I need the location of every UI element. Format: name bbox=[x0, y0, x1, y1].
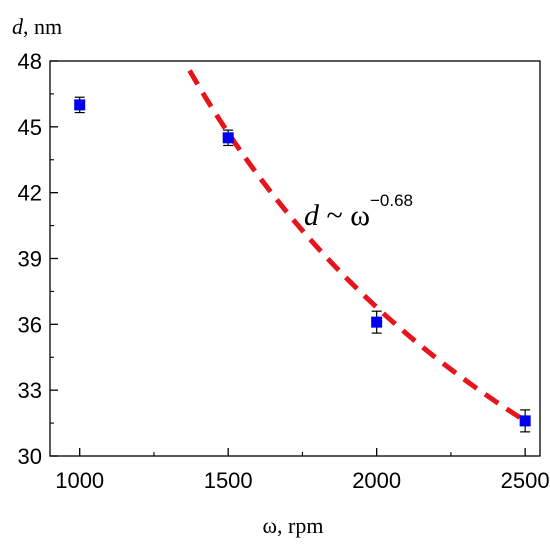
y-tick-label: 36 bbox=[18, 312, 42, 337]
data-point bbox=[222, 132, 234, 144]
y-tick-label: 42 bbox=[18, 181, 42, 206]
y-tick-label: 45 bbox=[18, 115, 42, 140]
fit-annotation-relation: ~ ω bbox=[319, 199, 370, 232]
y-tick-label: 48 bbox=[18, 49, 42, 74]
data-point bbox=[74, 99, 86, 111]
y-axis-title-unit: , nm bbox=[23, 14, 62, 39]
fit-line bbox=[187, 69, 527, 423]
y-tick-label: 33 bbox=[18, 378, 42, 403]
x-tick-label: 2500 bbox=[501, 468, 550, 493]
plot-frame bbox=[49, 60, 541, 457]
y-axis-title: d, nm bbox=[12, 14, 62, 39]
x-tick-label: 1500 bbox=[204, 468, 253, 493]
x-axis-title-var: ω bbox=[263, 513, 277, 538]
labels: d, nm ω, rpm d ~ ω−0.68 bbox=[12, 14, 413, 538]
data-point bbox=[371, 316, 383, 328]
x-tick-label: 1000 bbox=[55, 468, 104, 493]
x-axis-title: ω, rpm bbox=[263, 513, 324, 538]
fit-annotation-exponent: −0.68 bbox=[370, 191, 413, 210]
data-point bbox=[519, 415, 531, 427]
fit-annotation-var: d bbox=[304, 199, 320, 232]
y-tick-label: 39 bbox=[18, 247, 42, 272]
fit-line-group bbox=[187, 69, 527, 423]
fit-annotation: d ~ ω−0.68 bbox=[304, 191, 413, 232]
x-tick-label: 2000 bbox=[352, 468, 401, 493]
y-axis-title-var: d bbox=[12, 14, 24, 39]
y-tick-label: 30 bbox=[18, 444, 42, 469]
axes: 30 33 36 39 42 45 48 1000 1500 2000 2500 bbox=[18, 49, 550, 493]
x-axis-title-unit: , rpm bbox=[277, 513, 323, 538]
data-points bbox=[74, 96, 531, 433]
